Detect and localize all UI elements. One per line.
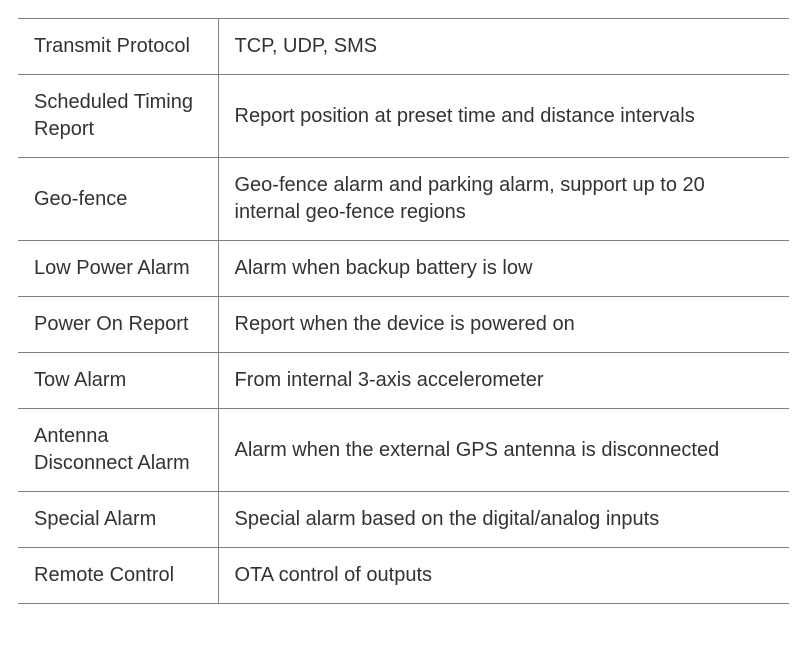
row-value: From internal 3-axis accelerometer	[218, 353, 789, 409]
row-value: Geo-fence alarm and parking alarm, suppo…	[218, 158, 789, 241]
row-label: Scheduled Timing Report	[18, 75, 218, 158]
row-value: Report when the device is powered on	[218, 297, 789, 353]
row-label: Power On Report	[18, 297, 218, 353]
table-row: Geo-fence Geo-fence alarm and parking al…	[18, 158, 789, 241]
table-row: Low Power Alarm Alarm when backup batter…	[18, 241, 789, 297]
table-row: Transmit Protocol TCP, UDP, SMS	[18, 19, 789, 75]
table-row: Power On Report Report when the device i…	[18, 297, 789, 353]
row-label: Remote Control	[18, 548, 218, 604]
row-label: Antenna Disconnect Alarm	[18, 409, 218, 492]
table-row: Antenna Disconnect Alarm Alarm when the …	[18, 409, 789, 492]
row-value: Special alarm based on the digital/analo…	[218, 492, 789, 548]
table-row: Scheduled Timing Report Report position …	[18, 75, 789, 158]
table-body: Transmit Protocol TCP, UDP, SMS Schedule…	[18, 19, 789, 604]
row-label: Low Power Alarm	[18, 241, 218, 297]
row-value: OTA control of outputs	[218, 548, 789, 604]
specifications-table: Transmit Protocol TCP, UDP, SMS Schedule…	[18, 18, 789, 604]
table-row: Remote Control OTA control of outputs	[18, 548, 789, 604]
row-value: TCP, UDP, SMS	[218, 19, 789, 75]
row-label: Transmit Protocol	[18, 19, 218, 75]
row-label: Tow Alarm	[18, 353, 218, 409]
row-label: Geo-fence	[18, 158, 218, 241]
row-value: Alarm when the external GPS antenna is d…	[218, 409, 789, 492]
table-row: Special Alarm Special alarm based on the…	[18, 492, 789, 548]
table-row: Tow Alarm From internal 3-axis accelerom…	[18, 353, 789, 409]
row-label: Special Alarm	[18, 492, 218, 548]
row-value: Report position at preset time and dista…	[218, 75, 789, 158]
row-value: Alarm when backup battery is low	[218, 241, 789, 297]
